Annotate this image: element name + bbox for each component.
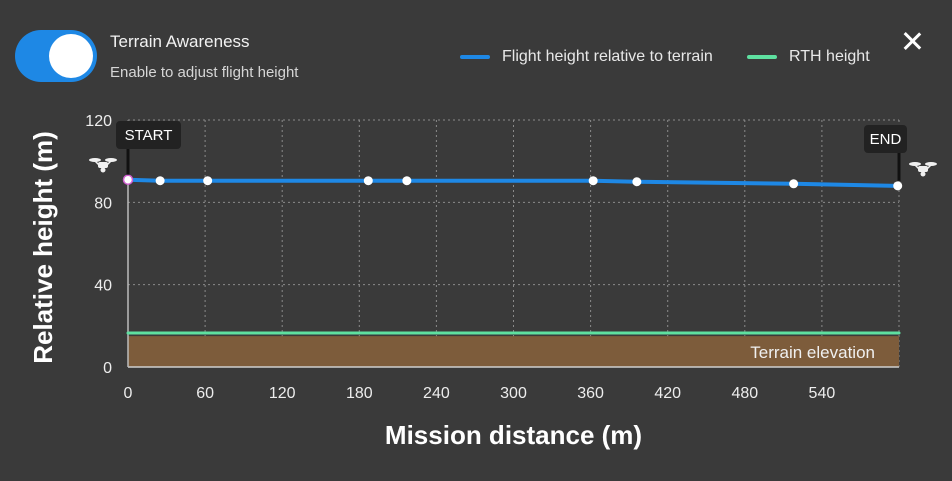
- legend-label-rth-height: RTH height: [789, 48, 870, 65]
- x-tick-label: 540: [809, 385, 836, 402]
- drone-icon: [106, 160, 112, 166]
- x-tick-label: 60: [196, 385, 214, 402]
- y-tick-label: 0: [103, 360, 112, 377]
- legend-swatch-rth-height: [747, 55, 777, 59]
- waypoint-dot: [402, 176, 412, 186]
- toggle-knob: [49, 34, 93, 78]
- x-tick-label: 300: [500, 385, 527, 402]
- drone-icon: [98, 162, 108, 168]
- legend-rth-height: RTH height: [747, 48, 870, 66]
- y-tick-label: 80: [94, 195, 112, 212]
- drone-icon: [920, 171, 926, 177]
- x-axis-title: Mission distance (m): [385, 420, 642, 450]
- x-tick-label: 240: [423, 385, 450, 402]
- drone-icon: [94, 160, 100, 166]
- x-tick-label: 420: [654, 385, 681, 402]
- drone-icon: [918, 166, 928, 172]
- x-tick-label: 360: [577, 385, 604, 402]
- drone-icon: [914, 164, 920, 170]
- marker-box: [116, 121, 181, 149]
- y-tick-label: 120: [85, 113, 112, 130]
- drone-icon: [925, 162, 937, 166]
- drone-icon: [909, 162, 921, 166]
- waypoint-dot: [203, 176, 213, 186]
- terrain-elevation-label: Terrain elevation: [750, 343, 875, 362]
- waypoint-dot: [155, 176, 165, 186]
- x-tick-label: 120: [269, 385, 296, 402]
- legend-label-flight-height: Flight height relative to terrain: [502, 48, 713, 65]
- marker-label: START: [125, 127, 173, 144]
- y-tick-label: 40: [94, 278, 112, 295]
- marker-box: [864, 125, 907, 153]
- waypoint-dot: [789, 179, 799, 189]
- y-axis-title: Relative height (m): [28, 131, 58, 364]
- drone-icon: [105, 158, 117, 162]
- x-tick-label: 180: [346, 385, 373, 402]
- waypoint-dot: [122, 174, 134, 185]
- terrain-awareness-subtitle: Enable to adjust flight height: [110, 64, 299, 81]
- drone-icon: [926, 164, 932, 170]
- legend-swatch-flight-height: [460, 55, 490, 59]
- x-tick-label: 0: [124, 385, 133, 402]
- series-line: [126, 177, 900, 188]
- waypoint-dot: [632, 177, 642, 187]
- terrain-awareness-toggle[interactable]: [15, 30, 97, 82]
- drone-icon: [100, 167, 106, 173]
- waypoint-dot: [588, 176, 598, 186]
- x-tick-label: 480: [731, 385, 758, 402]
- terrain-awareness-title: Terrain Awareness: [110, 32, 250, 51]
- marker-label: END: [870, 131, 902, 148]
- terrain-elevation-area: [128, 336, 899, 367]
- waypoint-dot: [893, 181, 903, 191]
- drone-icon: [89, 158, 101, 162]
- legend-flight-height: Flight height relative to terrain: [460, 48, 713, 66]
- waypoint-dot: [363, 176, 373, 186]
